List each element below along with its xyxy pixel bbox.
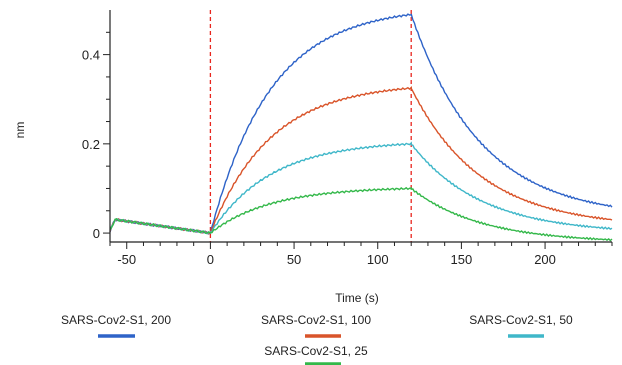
legend-label: SARS-Cov2-S1, 25: [264, 344, 368, 358]
y-tick-label: 0.4: [82, 48, 100, 63]
axes: [109, 10, 612, 243]
y-axis-title: nm: [13, 122, 27, 139]
x-tick-label: 50: [287, 252, 301, 267]
series-line: [109, 13, 613, 235]
y-tick-label: 0: [93, 226, 100, 241]
y-tick-label: 0.2: [82, 137, 100, 152]
series-line: [109, 86, 613, 235]
x-ticks: -50 0 50 100 150 200: [109, 242, 613, 267]
x-tick-label: 0: [207, 252, 214, 267]
legend-item: SARS-Cov2-S1, 50: [469, 313, 573, 338]
legend-item: SARS-Cov2-S1, 200: [61, 313, 171, 338]
x-tick-label: 150: [451, 252, 473, 267]
legend: SARS-Cov2-S1, 200 SARS-Cov2-S1, 100 SARS…: [61, 313, 573, 365]
x-tick-label: -50: [117, 252, 136, 267]
x-tick-label: 200: [534, 252, 556, 267]
y-ticks: 0 0.2 0.4: [82, 31, 110, 241]
legend-label: SARS-Cov2-S1, 200: [61, 313, 171, 327]
series-line: [109, 141, 613, 235]
legend-label: SARS-Cov2-S1, 100: [261, 313, 371, 327]
series-line: [109, 186, 613, 242]
series-curves: [109, 13, 613, 242]
legend-item: SARS-Cov2-S1, 100: [261, 313, 371, 338]
reference-lines: [209, 10, 412, 242]
x-axis-title: Time (s): [335, 291, 379, 305]
legend-label: SARS-Cov2-S1, 50: [469, 313, 573, 327]
legend-item: SARS-Cov2-S1, 25: [264, 344, 368, 365]
x-tick-label: 100: [367, 252, 389, 267]
